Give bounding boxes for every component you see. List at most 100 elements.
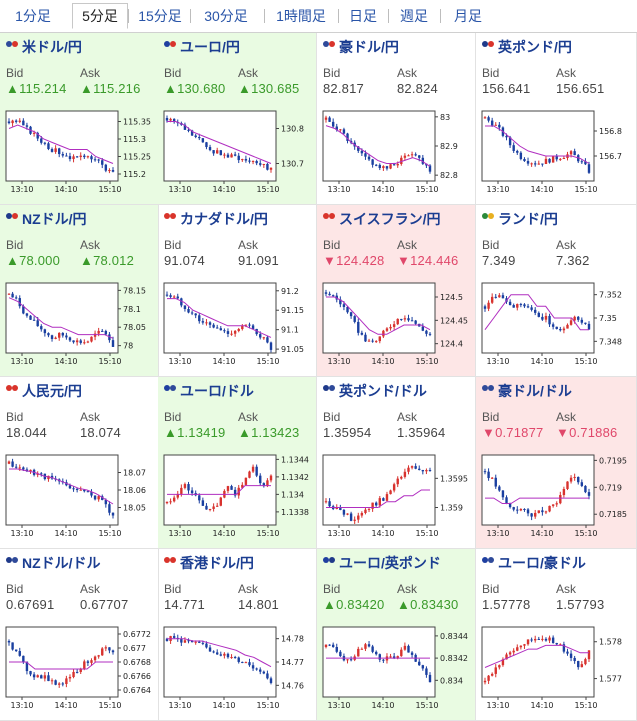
mini-chart[interactable]: 91.2 91.15 91.1 91.05 13:10 14:10 15:10 [162, 281, 314, 365]
candle-body [68, 156, 72, 160]
pair-cell[interactable]: ユーロ/豪ドル Bid Ask 1.57778 1.57793 1.578 1.577 13:… [476, 549, 637, 721]
mini-chart[interactable]: 18.07 18.06 18.05 13:10 14:10 15:10 [4, 453, 156, 537]
candle-body [349, 312, 353, 317]
mini-chart[interactable]: 1.3595 1.359 13:10 14:10 15:10 [321, 453, 473, 537]
y-tick-label: 78 [123, 342, 133, 351]
candle-body [371, 159, 374, 165]
candle-body [559, 158, 562, 160]
candle-body [328, 293, 331, 296]
mini-chart[interactable]: 83 82.9 82.8 13:10 14:10 15:10 [321, 109, 473, 193]
pair-name-link[interactable]: ユーロ/ドル [180, 383, 254, 399]
candle-body [566, 324, 569, 329]
pair-cell[interactable]: 人民元/円 Bid Ask 18.044 18.074 18.07 18.06 18.05 13… [0, 377, 159, 549]
pair-cell[interactable]: 英ポンド/円 Bid Ask 156.641 156.651 156.8 156.7 13:1… [476, 33, 637, 205]
mini-chart[interactable]: 0.8344 0.8342 0.834 13:10 14:10 15:10 [321, 625, 473, 709]
mini-chart[interactable]: 115.35 115.3 115.25 115.2 13:10 14:10 15:10 [4, 109, 156, 193]
pair-name-link[interactable]: 香港ドル/円 [180, 555, 254, 571]
pair-name-link[interactable]: 英ポンド/ドル [339, 383, 427, 399]
pair-cell[interactable]: 英ポンド/ドル Bid Ask 1.35954 1.35964 1.3595 1.359 13… [317, 377, 476, 549]
chart-plot-area [163, 626, 277, 698]
bid-value: 91.074 [164, 253, 205, 268]
pair-name-link[interactable]: ユーロ/英ポンド [339, 555, 441, 571]
bid-value: ▼0.71877 [482, 425, 544, 440]
pair-name-link[interactable]: 人民元/円 [22, 383, 82, 399]
candle-body [407, 467, 410, 472]
ask-value: ▲78.012 [80, 253, 135, 268]
mini-chart[interactable]: 156.8 156.7 13:10 14:10 15:10 [480, 109, 632, 193]
candle-body [487, 302, 490, 309]
candle-body [212, 506, 215, 509]
mini-chart[interactable]: 0.7195 0.719 0.7185 13:10 14:10 15:10 [480, 453, 632, 537]
candle-body [241, 325, 244, 330]
bid-value: ▼124.428 [323, 253, 385, 268]
y-tick-label: 91.2 [281, 287, 299, 296]
candle-body [90, 492, 93, 496]
mini-chart[interactable]: 1.578 1.577 13:10 14:10 15:10 [480, 625, 632, 709]
candle-body [248, 160, 251, 162]
candle-body [562, 644, 566, 652]
pair-name-link[interactable]: 英ポンド/円 [498, 39, 572, 55]
mini-chart[interactable]: 0.6772 0.677 0.6768 0.6766 0.6764 13:10 14:10 1… [4, 625, 156, 709]
mini-chart-svg: 7.352 7.35 7.348 13:10 14:10 15:10 [481, 282, 622, 365]
pair-name-link[interactable]: カナダドル/円 [180, 211, 268, 227]
candle-body [508, 652, 512, 655]
tab-3[interactable]: 30分足 [204, 8, 248, 24]
pair-name-link[interactable]: ユーロ/豪ドル [498, 555, 586, 571]
pair-cell[interactable]: スイスフラン/円 Bid Ask ▼124.428 ▼124.446 124.5 124.4… [317, 205, 476, 377]
pair-cell[interactable]: ユーロ/ドル Bid Ask ▲1.13419 ▲1.13423 1.1344 1.1342… [158, 377, 317, 549]
candle-body [378, 654, 381, 660]
pair-name-link[interactable]: 豪ドル/円 [339, 39, 399, 55]
bid-value: 1.57778 [482, 597, 531, 612]
tab-2[interactable]: 15分足 [138, 8, 182, 24]
pair-name-link[interactable]: 豪ドル/ドル [498, 383, 572, 399]
mini-chart[interactable]: 124.5 124.45 124.4 13:10 14:10 15:10 [321, 281, 473, 365]
moving-average-line [485, 125, 590, 164]
candle-body [219, 150, 222, 156]
candle-body [421, 326, 425, 331]
pair-name-link[interactable]: NZドル/ドル [22, 555, 101, 571]
candle-body [519, 645, 523, 648]
candle-body [534, 163, 537, 165]
candle-body [36, 675, 39, 678]
mini-chart[interactable]: 14.78 14.77 14.76 13:10 14:10 15:10 [162, 625, 314, 709]
pair-cell[interactable]: ユーロ/円 Bid Ask ▲130.680 ▲130.685 130.8 130.7 13:… [158, 33, 317, 205]
pair-cell[interactable]: 豪ドル/円 Bid Ask 82.817 82.824 83 82.9 82.8 13:10 14… [317, 33, 476, 205]
pair-name-link[interactable]: スイスフラン/円 [339, 211, 441, 227]
candle-body [29, 469, 32, 472]
tab-0[interactable]: 1分足 [15, 8, 51, 24]
tab-separator [338, 9, 339, 23]
bid-label: Bid [164, 410, 182, 424]
pair-cell[interactable]: ランド/円 Bid Ask 7.349 7.362 7.352 7.35 7.348 13:10… [476, 205, 637, 377]
candle-body [364, 153, 367, 157]
mini-chart[interactable]: 78.15 78.1 78.05 78 13:10 14:10 15:10 [4, 281, 156, 365]
mini-chart[interactable]: 7.352 7.35 7.348 13:10 14:10 15:10 [480, 281, 632, 365]
pair-cell[interactable]: 米ドル/円 Bid Ask ▲115.214 ▲115.216 115.35 115.3 11… [0, 33, 159, 205]
candle-body [54, 680, 57, 685]
tab-5[interactable]: 日足 [349, 8, 377, 24]
mini-chart[interactable]: 1.1344 1.1342 1.134 1.1338 13:10 14:10 15:10 [162, 453, 314, 537]
candle-body [25, 313, 29, 316]
pair-name-link[interactable]: 米ドル/円 [22, 39, 82, 55]
candle-body [566, 651, 569, 654]
pair-cell[interactable]: ユーロ/英ポンド Bid Ask ▲0.83420 ▲0.83430 0.8344 0.83… [317, 549, 476, 721]
pair-name-link[interactable]: ユーロ/円 [180, 39, 240, 55]
pair-cell[interactable]: NZドル/ドル Bid Ask 0.67691 0.67707 0.6772 0.677 0.… [0, 549, 159, 721]
bid-value: 1.35954 [323, 425, 372, 440]
pair-cell[interactable]: カナダドル/円 Bid Ask 91.074 91.091 91.2 91.15 91.1 91… [158, 205, 317, 377]
tab-6[interactable]: 週足 [400, 8, 428, 24]
bid-value: ▲1.13419 [164, 425, 226, 440]
tab-7[interactable]: 月足 [454, 8, 482, 24]
pair-cell[interactable]: 豪ドル/ドル Bid Ask ▼0.71877 ▼0.71886 0.7195 0.719 0… [476, 377, 637, 549]
pair-name-link[interactable]: NZドル/円 [22, 211, 87, 227]
chart-plot-area [481, 626, 595, 698]
flag-icon [482, 39, 496, 49]
candle-body [335, 646, 338, 652]
candle-body [346, 133, 349, 141]
tab-1[interactable]: 5分足 [72, 3, 128, 29]
pair-name-link[interactable]: ランド/円 [498, 211, 558, 227]
mini-chart[interactable]: 130.8 130.7 13:10 14:10 15:10 [162, 109, 314, 193]
pair-cell[interactable]: NZドル/円 Bid Ask ▲78.000 ▲78.012 78.15 78.1 78.05… [0, 205, 159, 377]
y-tick-label: 115.3 [123, 135, 146, 144]
pair-cell[interactable]: 香港ドル/円 Bid Ask 14.771 14.801 14.78 14.77 14.76 1… [158, 549, 317, 721]
tab-4[interactable]: 1時間足 [276, 8, 326, 24]
